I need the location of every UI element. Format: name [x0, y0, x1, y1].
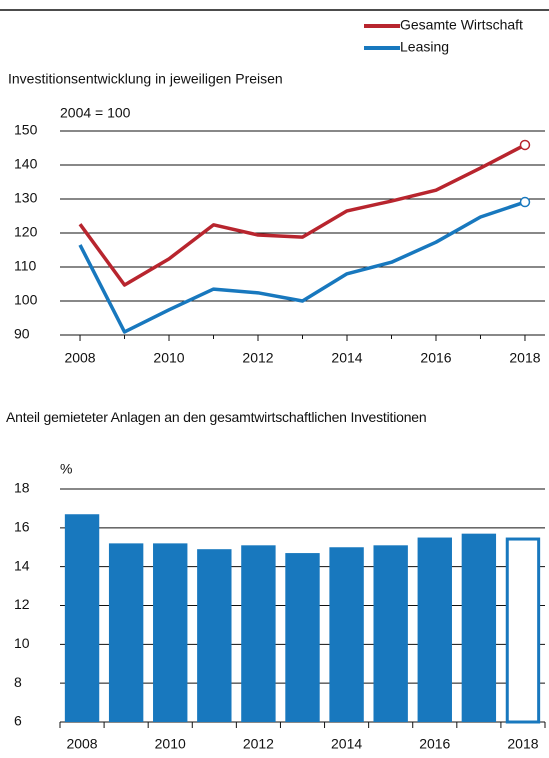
- y-tick-label: 16: [14, 519, 30, 535]
- x-tick-label: 2010: [155, 736, 186, 752]
- chart-subtitle: 2004 = 100: [60, 105, 131, 121]
- x-tick-label: 2010: [153, 350, 184, 366]
- bar: [505, 537, 541, 724]
- bar: [197, 549, 232, 722]
- y-tick-label: 12: [14, 596, 30, 612]
- bar: [153, 543, 188, 722]
- y-tick-label: 120: [14, 224, 38, 240]
- chart-subtitle: %: [60, 461, 72, 477]
- x-tick-label: 2018: [509, 350, 540, 366]
- x-tick-label: 2014: [331, 736, 362, 752]
- bar: [241, 545, 276, 722]
- y-tick-label: 6: [14, 713, 22, 729]
- y-tick-label: 100: [14, 292, 38, 308]
- legend-label: Gesamte Wirtschaft: [400, 17, 523, 33]
- bar: [64, 514, 100, 722]
- x-tick-label: 2012: [242, 350, 273, 366]
- x-tick-label: 2012: [243, 736, 274, 752]
- x-tick-label: 2016: [420, 350, 451, 366]
- y-tick-label: 10: [14, 635, 30, 651]
- y-tick-label: 18: [14, 480, 30, 496]
- bar: [417, 537, 452, 722]
- line-series: [78, 200, 526, 334]
- bar: [373, 545, 408, 722]
- bar: [329, 547, 364, 722]
- y-tick-label: 14: [14, 557, 30, 573]
- x-tick-label: 2018: [507, 736, 538, 752]
- endpoint-marker: [519, 196, 531, 208]
- x-tick-label: 2016: [419, 736, 450, 752]
- bar: [461, 533, 497, 722]
- x-tick-label: 2008: [66, 736, 97, 752]
- chart-title-box: Anteil gemieteter Anlagen an den gesamtw…: [6, 409, 427, 425]
- chart-title: Investitionsentwicklung in jeweiligen Pr…: [8, 71, 283, 87]
- y-tick-label: 90: [14, 326, 30, 342]
- y-tick-label: 130: [14, 190, 38, 206]
- x-tick-label: 2014: [331, 350, 362, 366]
- legend-label: Leasing: [400, 39, 449, 55]
- chart-title: Anteil gemieteter Anlagen an den gesamtw…: [6, 409, 427, 425]
- y-tick-label: 8: [14, 674, 22, 690]
- y-tick-label: 110: [14, 258, 37, 274]
- bar: [108, 543, 144, 722]
- y-tick-label: 140: [14, 156, 38, 172]
- x-tick-label: 2008: [64, 350, 95, 366]
- line-series: [78, 143, 526, 287]
- bar: [285, 553, 320, 722]
- endpoint-marker: [519, 139, 531, 151]
- y-tick-label: 150: [14, 122, 38, 138]
